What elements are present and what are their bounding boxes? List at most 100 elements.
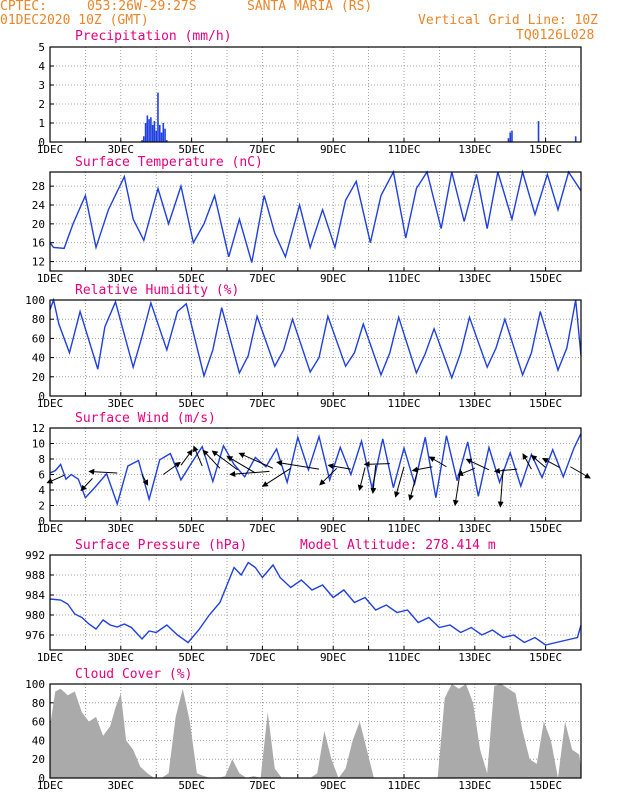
y-tick-label: 100 [25, 678, 45, 691]
x-tick-label: 5DEC [178, 272, 205, 285]
wind-arrow [327, 463, 351, 470]
x-tick-label: 9DEC [320, 143, 347, 156]
panel-frame [49, 554, 582, 651]
panel-3: 0 20 40 60 80 100 1DEC 3DEC 5DEC 7DEC 9DEC 11DEC 13D… [25, 283, 582, 410]
wind-arrow [408, 468, 419, 501]
x-tick-label: 5DEC [178, 651, 205, 664]
x-tick-label: 13DEC [458, 397, 491, 410]
header-station: SANTA MARIA (RS) [247, 0, 373, 14]
y-tick-label: 100 [25, 294, 45, 307]
x-tick-label: 15DEC [529, 779, 562, 792]
y-tick-label: 0 [38, 515, 45, 528]
precip-bar [148, 119, 150, 142]
x-tick-label: 9DEC [320, 397, 347, 410]
y-tick-label: 12 [32, 422, 45, 435]
y-tick-label: 3 [38, 79, 45, 92]
x-tick-label: 3DEC [108, 779, 135, 792]
y-tick-label: 8 [38, 453, 45, 466]
y-tick-label: 992 [25, 549, 45, 562]
precip-bar [507, 138, 510, 142]
x-tick-label: 7DEC [249, 143, 276, 156]
panel-6: 0 20 40 60 80 100 1DEC 3DEC 5DEC 7DEC 9DEC 11DEC 13D… [25, 667, 582, 792]
x-tick-label: 1DEC [37, 651, 64, 664]
y-tick-label: 20 [32, 753, 45, 766]
y-tick-label: 40 [32, 734, 45, 747]
y-tick-label: 40 [32, 352, 45, 365]
wind-arrow [276, 460, 320, 470]
x-tick-label: 15DEC [529, 522, 562, 535]
model-altitude-note: Model Altitude: 278.414 m [300, 538, 496, 553]
x-tick-label: 7DEC [249, 397, 276, 410]
series-line [49, 561, 582, 646]
x-tick-label: 11DEC [387, 522, 420, 535]
x-tick-label: 3DEC [108, 143, 135, 156]
wind-arrow [493, 467, 518, 474]
panel-frame [49, 171, 582, 272]
y-tick-label: 12 [32, 256, 45, 269]
wind-arrow [211, 450, 238, 471]
y-tick-label: 0 [38, 390, 45, 403]
x-tick-label: 9DEC [320, 779, 347, 792]
header-init-time: 01DEC2020 10Z (GMT) [0, 13, 149, 28]
panel-2: 12 16 20 24 28 1DEC 3DEC 5DEC 7DEC 9DEC 11DEC 13DEC… [32, 155, 582, 285]
x-tick-label: 3DEC [108, 651, 135, 664]
wind-arrow [141, 474, 149, 486]
x-tick-label: 11DEC [387, 143, 420, 156]
header-grid-note: Vertical Grid Line: 10Z [418, 13, 599, 28]
wind-arrow [428, 456, 447, 468]
wind-arrow [457, 467, 475, 476]
panel-5: 976 980 984 988 992 1DEC 3DEC 5DEC 7DEC 9DEC 11DEC… [25, 538, 582, 664]
panel-title: Precipitation (mm/h) [75, 29, 232, 44]
x-tick-label: 7DEC [249, 651, 276, 664]
wind-arrow [80, 478, 93, 492]
wind-arrow [370, 465, 377, 494]
y-tick-label: 6 [38, 469, 45, 482]
wind-arrow [238, 452, 274, 469]
wind-arrow [357, 467, 366, 491]
x-tick-label: 13DEC [458, 779, 491, 792]
x-tick-label: 11DEC [387, 779, 420, 792]
x-tick-label: 11DEC [387, 397, 420, 410]
x-tick-label: 5DEC [178, 397, 205, 410]
y-tick-label: 10 [32, 438, 45, 451]
series-line [49, 433, 582, 507]
wind-arrow [570, 466, 591, 479]
x-tick-label: 9DEC [320, 272, 347, 285]
precip-bar [157, 92, 159, 142]
wind-arrow [394, 466, 405, 498]
x-tick-label: 1DEC [37, 272, 64, 285]
y-tick-label: 980 [25, 609, 45, 622]
precip-bar [151, 124, 154, 142]
x-tick-label: 3DEC [108, 397, 135, 410]
precip-bar [162, 123, 165, 142]
y-tick-label: 988 [25, 569, 45, 582]
precip-bar [166, 140, 168, 142]
y-tick-label: 24 [32, 199, 46, 212]
y-tick-label: 2 [38, 500, 45, 513]
x-tick-label: 1DEC [37, 779, 64, 792]
x-tick-label: 1DEC [37, 397, 64, 410]
wind-arrow [530, 454, 546, 468]
y-tick-label: 4 [38, 484, 45, 497]
panel-title: Relative Humidity (%) [75, 283, 239, 298]
y-tick-label: 984 [25, 589, 45, 602]
precip-bar [153, 121, 156, 142]
wind-arrow [542, 458, 560, 468]
x-tick-label: 5DEC [178, 522, 205, 535]
panel-title: Cloud Cover (%) [75, 667, 192, 682]
x-tick-label: 15DEC [529, 272, 562, 285]
panel-title: Surface Pressure (hPa) [75, 538, 247, 553]
x-tick-label: 15DEC [529, 143, 562, 156]
y-tick-label: 80 [32, 697, 45, 710]
x-tick-label: 13DEC [458, 522, 491, 535]
precip-bar [150, 117, 152, 142]
x-tick-label: 7DEC [249, 272, 276, 285]
wind-arrow [363, 461, 390, 468]
x-tick-label: 13DEC [458, 272, 491, 285]
wind-arrow [226, 455, 256, 474]
panel-4: 0 2 4 6 8 10 12 1DEC 3DEC 5DEC 7DEC 9DEC 11DEC 13DEC 1… [32, 411, 591, 535]
y-tick-label: 28 [32, 180, 45, 193]
panel-title: Surface Temperature (nC) [75, 155, 263, 170]
wind-arrow [497, 469, 504, 508]
wind-arrow [465, 458, 490, 471]
